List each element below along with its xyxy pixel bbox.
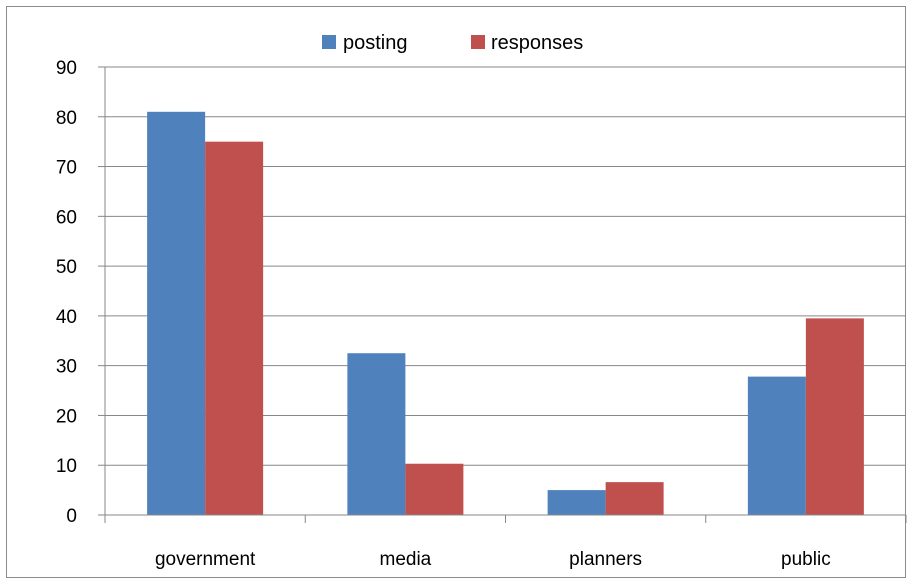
bar-responses-government: [205, 141, 264, 515]
legend-swatch-responses: [471, 35, 485, 49]
y-tick-label: 40: [56, 307, 77, 328]
y-tick-label: 0: [66, 506, 77, 527]
bar-posting-media: [347, 353, 406, 515]
legend: posting responses: [322, 32, 583, 54]
y-tick-label: 50: [56, 257, 77, 278]
bar-posting-public: [747, 376, 806, 515]
y-tick-label: 10: [56, 456, 77, 477]
y-tick-label: 30: [56, 357, 77, 378]
bar-responses-planners: [605, 482, 664, 515]
legend-label-posting: posting: [343, 32, 408, 54]
y-tick-label: 20: [56, 406, 77, 427]
y-tick-label: 80: [56, 108, 77, 129]
axes: 0 10 20 30 40 50 60 70 80 90 government media planne…: [56, 58, 907, 570]
legend-label-responses: responses: [491, 32, 583, 54]
bar-posting-government: [147, 111, 206, 516]
y-tick-label: 60: [56, 207, 77, 228]
bar-posting-planners: [547, 490, 606, 515]
bar-responses-public: [805, 318, 864, 515]
x-tick-label: media: [380, 549, 432, 570]
x-tick-label: planners: [569, 549, 642, 570]
x-tick-label: public: [781, 549, 831, 570]
legend-swatch-posting: [322, 35, 336, 49]
bars: [147, 111, 864, 516]
bar-responses-media: [405, 463, 464, 515]
x-tick-label: government: [155, 549, 256, 570]
y-tick-label: 70: [56, 158, 77, 179]
y-tick-label: 90: [56, 58, 77, 79]
